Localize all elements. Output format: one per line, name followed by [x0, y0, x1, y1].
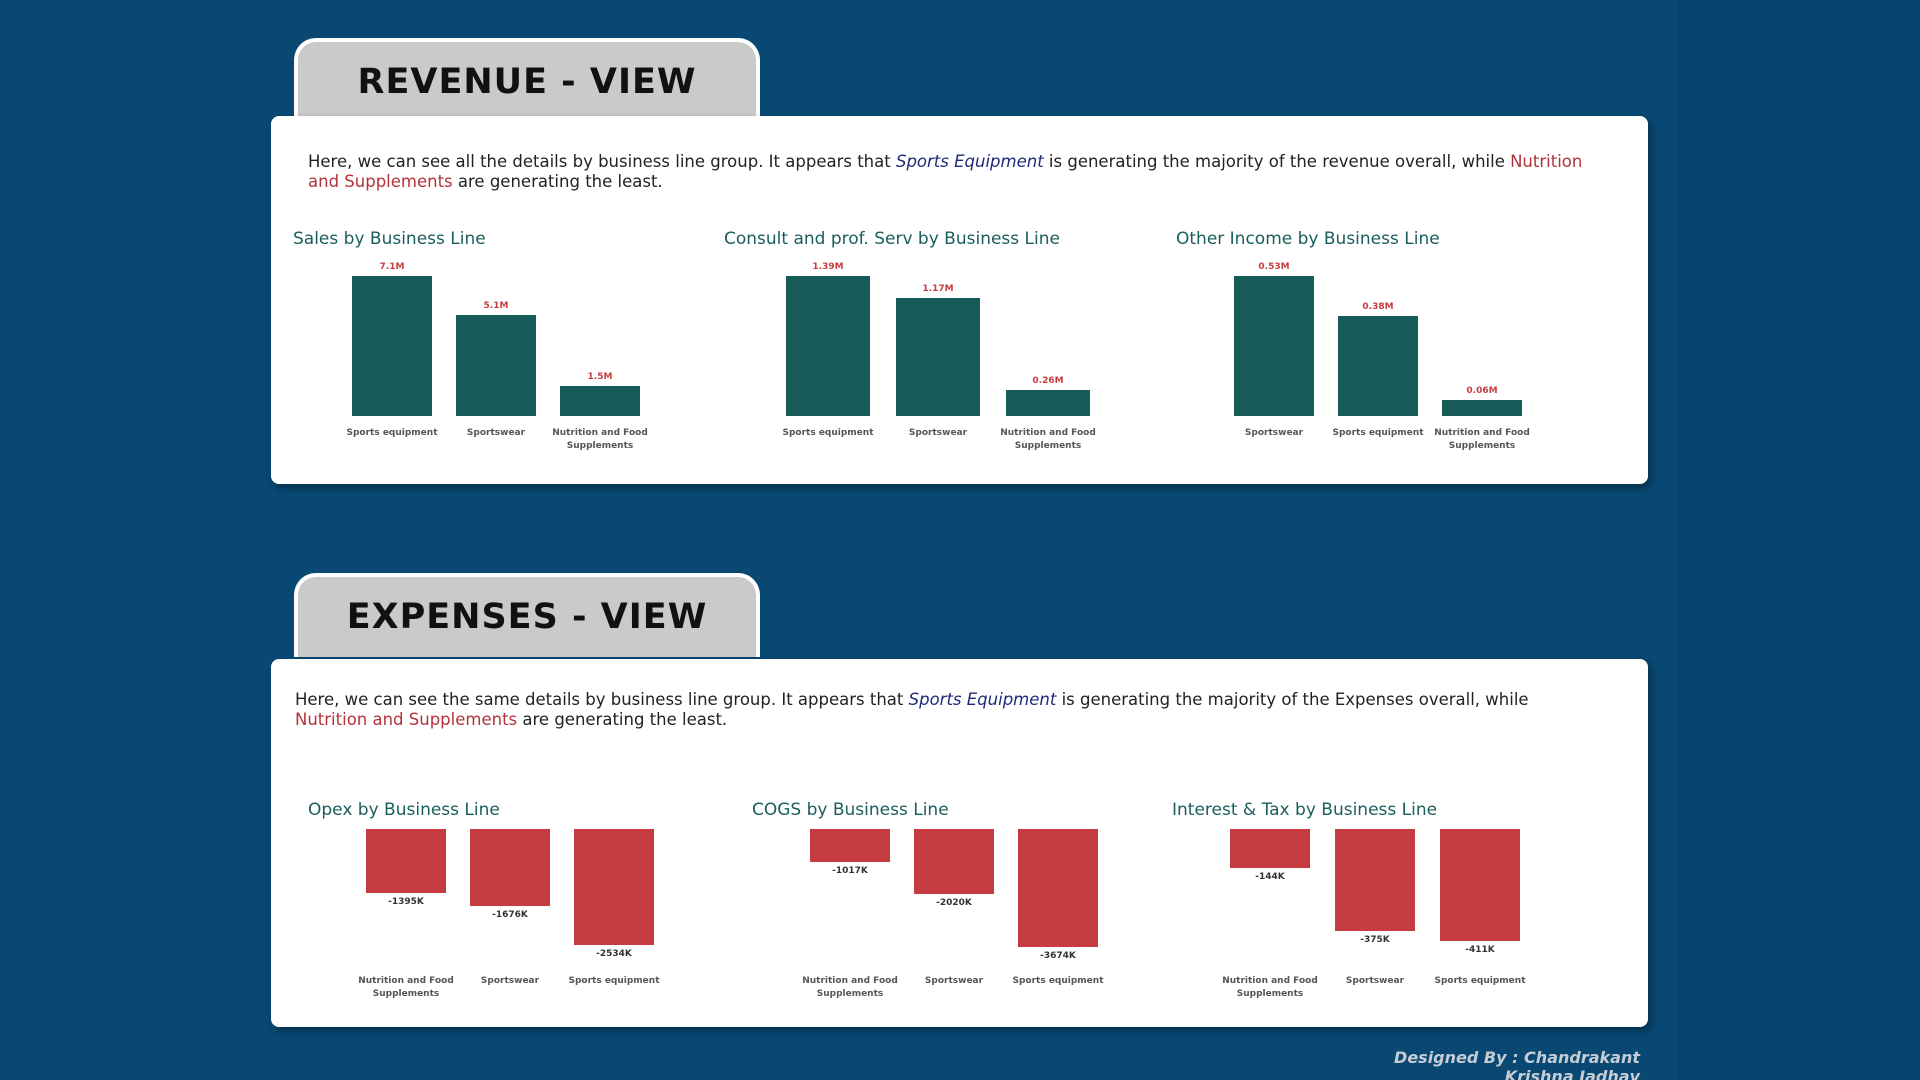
bar-consult-and-prof-serv-by-business-line-sportswear[interactable] [896, 298, 980, 416]
value-label-cogs-by-business-line-nutrition-and-food-supplements: -1017K [832, 865, 868, 876]
value-label-consult-and-prof-serv-by-business-line-sportswear: 1.17M [922, 284, 954, 295]
category-label-interest-and-tax-by-business-line-sportswear: Sportswear [1345, 976, 1405, 986]
value-label-cogs-by-business-line-sportswear: -2020K [936, 897, 972, 908]
bar-sales-by-business-line-sports-equipment[interactable] [352, 276, 432, 416]
bar-other-income-by-business-line-nutrition-and-food-supplements[interactable] [1442, 400, 1522, 416]
bar-consult-and-prof-serv-by-business-line-sports-equipment[interactable] [786, 276, 870, 416]
value-label-other-income-by-business-line-nutrition-and-food-supplements: 0.06M [1466, 386, 1498, 397]
category-label-consult-and-prof-serv-by-business-line-nutrition-and-food-supplements: Nutrition and Food Supplements [1000, 428, 1096, 451]
bar-opex-by-business-line-nutrition-and-food-supplements[interactable] [366, 829, 446, 893]
category-label-other-income-by-business-line-sports-equipment: Sports equipment [1332, 428, 1424, 438]
category-label-sales-by-business-line-nutrition-and-food-supplements: Nutrition and Food Supplements [552, 428, 648, 451]
revenue-panel: Here, we can see all the details by busi… [271, 116, 1648, 484]
chart-title-sales-by-business-line: Sales by Business Line [293, 229, 486, 249]
chart-title-consult-and-prof-serv-by-business-line: Consult and prof. Serv by Business Line [724, 229, 1060, 249]
bar-sales-by-business-line-nutrition-and-food-supplements[interactable] [560, 386, 640, 416]
category-label-opex-by-business-line-sports-equipment: Sports equipment [568, 976, 660, 986]
expenses-desc-text-1: Here, we can see the same details by bus… [295, 690, 909, 709]
expenses-desc-text-2: is generating the majority of the Expens… [1056, 690, 1529, 709]
bar-opex-by-business-line-sportswear[interactable] [470, 829, 550, 906]
revenue-view-title: REVENUE - VIEW [357, 62, 697, 102]
revenue-desc-text-3: are generating the least. [452, 172, 663, 191]
revenue-desc-text-2: is generating the majority of the revenu… [1043, 152, 1511, 171]
chart-title-cogs-by-business-line: COGS by Business Line [752, 800, 949, 820]
chart-title-interest-and-tax-by-business-line: Interest & Tax by Business Line [1172, 800, 1438, 820]
bar-cogs-by-business-line-sportswear[interactable] [914, 829, 994, 894]
category-label-opex-by-business-line-nutrition-and-food-supplements: Nutrition and Food Supplements [358, 976, 454, 999]
right-edge-strip [1676, 0, 1920, 1080]
chart-title-other-income-by-business-line: Other Income by Business Line [1176, 229, 1440, 249]
value-label-consult-and-prof-serv-by-business-line-nutrition-and-food-supplements: 0.26M [1032, 375, 1064, 386]
expenses-desc-text-3: are generating the least. [517, 710, 728, 729]
bar-opex-by-business-line-sports-equipment[interactable] [574, 829, 654, 945]
expenses-view-title: EXPENSES - VIEW [346, 597, 708, 637]
category-label-sales-by-business-line-sports-equipment: Sports equipment [346, 428, 438, 438]
bar-cogs-by-business-line-nutrition-and-food-supplements[interactable] [810, 829, 890, 862]
value-label-other-income-by-business-line-sportswear: 0.53M [1258, 262, 1290, 272]
category-label-interest-and-tax-by-business-line-sports-equipment: Sports equipment [1434, 976, 1526, 986]
value-label-opex-by-business-line-sports-equipment: -2534K [596, 949, 632, 959]
value-label-interest-and-tax-by-business-line-sports-equipment: -411K [1465, 945, 1495, 955]
value-label-opex-by-business-line-nutrition-and-food-supplements: -1395K [388, 896, 424, 907]
category-label-cogs-by-business-line-nutrition-and-food-supplements: Nutrition and Food Supplements [802, 976, 898, 999]
bar-sales-by-business-line-sportswear[interactable] [456, 315, 536, 416]
revenue-desc-highlight-top: Sports Equipment [895, 152, 1044, 171]
value-label-opex-by-business-line-sportswear: -1676K [492, 909, 528, 920]
designer-credit: Designed By : Chandrakant Krishna Jadhav [1394, 1048, 1640, 1080]
bar-cogs-by-business-line-sports-equipment[interactable] [1018, 829, 1098, 947]
category-label-cogs-by-business-line-sports-equipment: Sports equipment [1012, 976, 1104, 986]
value-label-sales-by-business-line-nutrition-and-food-supplements: 1.5M [587, 372, 613, 383]
value-label-consult-and-prof-serv-by-business-line-sports-equipment: 1.39M [812, 262, 844, 272]
category-label-opex-by-business-line-sportswear: Sportswear [480, 976, 540, 986]
category-label-consult-and-prof-serv-by-business-line-sports-equipment: Sports equipment [782, 428, 874, 438]
value-label-interest-and-tax-by-business-line-nutrition-and-food-supplements: -144K [1255, 872, 1285, 883]
bar-interest-and-tax-by-business-line-sports-equipment[interactable] [1440, 829, 1520, 941]
category-label-sales-by-business-line-sportswear: Sportswear [466, 428, 526, 438]
expenses-view-tab: EXPENSES - VIEW [294, 573, 760, 657]
category-label-consult-and-prof-serv-by-business-line-sportswear: Sportswear [908, 428, 968, 438]
expenses-description: Here, we can see the same details by bus… [295, 690, 1555, 730]
value-label-interest-and-tax-by-business-line-sportswear: -375K [1360, 935, 1390, 946]
category-label-other-income-by-business-line-sportswear: Sportswear [1244, 428, 1304, 438]
revenue-desc-text-1: Here, we can see all the details by busi… [308, 152, 896, 171]
bar-interest-and-tax-by-business-line-nutrition-and-food-supplements[interactable] [1230, 829, 1310, 869]
bar-other-income-by-business-line-sportswear[interactable] [1234, 276, 1314, 416]
category-label-interest-and-tax-by-business-line-nutrition-and-food-supplements: Nutrition and Food Supplements [1222, 976, 1318, 999]
category-label-cogs-by-business-line-sportswear: Sportswear [924, 976, 984, 986]
bar-consult-and-prof-serv-by-business-line-nutrition-and-food-supplements[interactable] [1006, 389, 1090, 416]
value-label-sales-by-business-line-sportswear: 5.1M [483, 301, 509, 312]
expenses-desc-highlight-least: Nutrition and Supplements [295, 710, 518, 729]
bar-interest-and-tax-by-business-line-sportswear[interactable] [1335, 829, 1415, 932]
category-label-other-income-by-business-line-nutrition-and-food-supplements: Nutrition and Food Supplements [1434, 428, 1530, 451]
chart-title-opex-by-business-line: Opex by Business Line [308, 800, 500, 820]
revenue-desc-highlight-least: Nutrition and Supplements [308, 152, 1583, 191]
revenue-description: Here, we can see all the details by busi… [308, 152, 1588, 192]
bar-other-income-by-business-line-sports-equipment[interactable] [1338, 315, 1418, 416]
expenses-desc-highlight-top: Sports Equipment [908, 690, 1057, 709]
value-label-other-income-by-business-line-sports-equipment: 0.38M [1362, 301, 1394, 312]
value-label-cogs-by-business-line-sports-equipment: -3674K [1040, 951, 1076, 961]
revenue-view-tab: REVENUE - VIEW [294, 38, 760, 122]
value-label-sales-by-business-line-sports-equipment: 7.1M [379, 262, 405, 272]
